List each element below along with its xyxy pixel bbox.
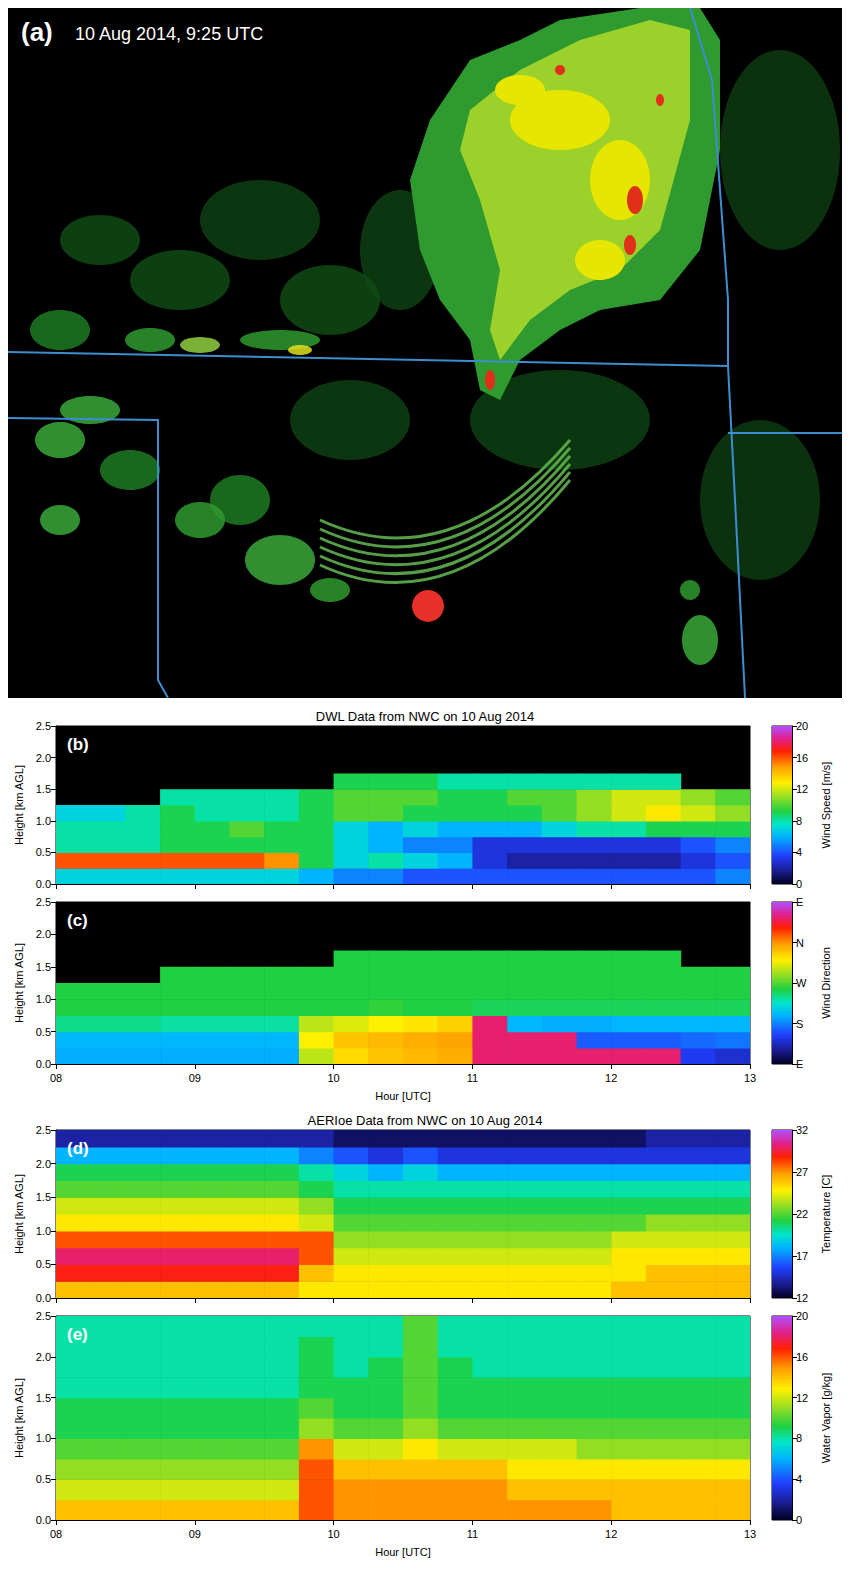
svg-text:0: 0 [796,878,802,890]
svg-text:0.0: 0.0 [36,878,51,890]
svg-text:Hour [UTC]: Hour [UTC] [375,1546,431,1558]
svg-text:Wind Speed [m/s]: Wind Speed [m/s] [820,762,832,849]
svg-text:4: 4 [796,1473,802,1485]
svg-text:1.0: 1.0 [36,993,51,1005]
svg-text:(e): (e) [67,1325,88,1344]
svg-text:20: 20 [796,1310,808,1322]
svg-text:Hour [UTC]: Hour [UTC] [375,1090,431,1102]
svg-text:08: 08 [50,1528,62,1540]
svg-text:(a): (a) [21,17,53,47]
svg-text:DWL Data from NWC on 10 Aug 20: DWL Data from NWC on 10 Aug 2014 [316,709,534,724]
svg-text:16: 16 [796,752,808,764]
svg-text:Wind Direction: Wind Direction [820,947,832,1019]
svg-text:1.0: 1.0 [36,1225,51,1237]
svg-text:08: 08 [50,1072,62,1084]
svg-text:Temperature [C]: Temperature [C] [820,1175,832,1254]
svg-text:16: 16 [796,1351,808,1363]
svg-text:10: 10 [327,1072,339,1084]
svg-text:Height [km AGL]: Height [km AGL] [13,943,25,1023]
svg-text:1.5: 1.5 [36,961,51,973]
svg-text:12: 12 [796,783,808,795]
svg-text:1.0: 1.0 [36,1432,51,1444]
svg-text:(d): (d) [67,1139,89,1158]
svg-text:13: 13 [744,1528,756,1540]
svg-text:Height [km AGL]: Height [km AGL] [13,1378,25,1458]
svg-text:N: N [796,937,804,949]
svg-text:17: 17 [796,1250,808,1262]
svg-text:Height [km AGL]: Height [km AGL] [13,1174,25,1254]
svg-text:4: 4 [796,846,802,858]
svg-text:27: 27 [796,1166,808,1178]
svg-text:12: 12 [796,1392,808,1404]
svg-text:0.5: 0.5 [36,1258,51,1270]
svg-text:0: 0 [796,1514,802,1526]
svg-text:2.5: 2.5 [36,896,51,908]
svg-text:W: W [796,977,807,989]
svg-text:0.5: 0.5 [36,1473,51,1485]
svg-text:2.0: 2.0 [36,1158,51,1170]
svg-text:13: 13 [744,1072,756,1084]
svg-text:11: 11 [467,1528,478,1540]
svg-text:0.0: 0.0 [36,1058,51,1070]
svg-text:12: 12 [796,1292,808,1304]
svg-text:1.0: 1.0 [36,815,51,827]
svg-text:2.0: 2.0 [36,752,51,764]
svg-text:12: 12 [605,1528,617,1540]
svg-text:2.0: 2.0 [36,1351,51,1363]
svg-text:1.5: 1.5 [36,783,51,795]
svg-text:1.5: 1.5 [36,1392,51,1404]
svg-text:12: 12 [605,1072,617,1084]
svg-text:09: 09 [189,1528,201,1540]
svg-text:E: E [796,896,803,908]
svg-text:S: S [796,1018,803,1030]
svg-text:Water Vapor [g/kg]: Water Vapor [g/kg] [820,1373,832,1463]
svg-text:AERIoe Data from NWC on 10 Aug: AERIoe Data from NWC on 10 Aug 2014 [308,1113,543,1128]
svg-text:11: 11 [467,1072,478,1084]
svg-text:0.0: 0.0 [36,1292,51,1304]
svg-text:10 Aug 2014, 9:25 UTC: 10 Aug 2014, 9:25 UTC [75,24,263,44]
svg-text:8: 8 [796,815,802,827]
svg-text:09: 09 [189,1072,201,1084]
svg-text:20: 20 [796,720,808,732]
svg-text:Height [km AGL]: Height [km AGL] [13,765,25,845]
svg-text:1.5: 1.5 [36,1191,51,1203]
svg-text:2.5: 2.5 [36,1310,51,1322]
svg-text:2.0: 2.0 [36,928,51,940]
svg-text:10: 10 [327,1528,339,1540]
svg-text:(b): (b) [67,735,89,754]
svg-text:0.5: 0.5 [36,1026,51,1038]
svg-text:E: E [796,1058,803,1070]
svg-text:2.5: 2.5 [36,1124,51,1136]
svg-text:0.5: 0.5 [36,846,51,858]
svg-text:8: 8 [796,1432,802,1444]
svg-text:(c): (c) [67,911,88,930]
svg-text:22: 22 [796,1208,808,1220]
svg-text:32: 32 [796,1124,808,1136]
svg-text:0.0: 0.0 [36,1514,51,1526]
svg-text:2.5: 2.5 [36,720,51,732]
